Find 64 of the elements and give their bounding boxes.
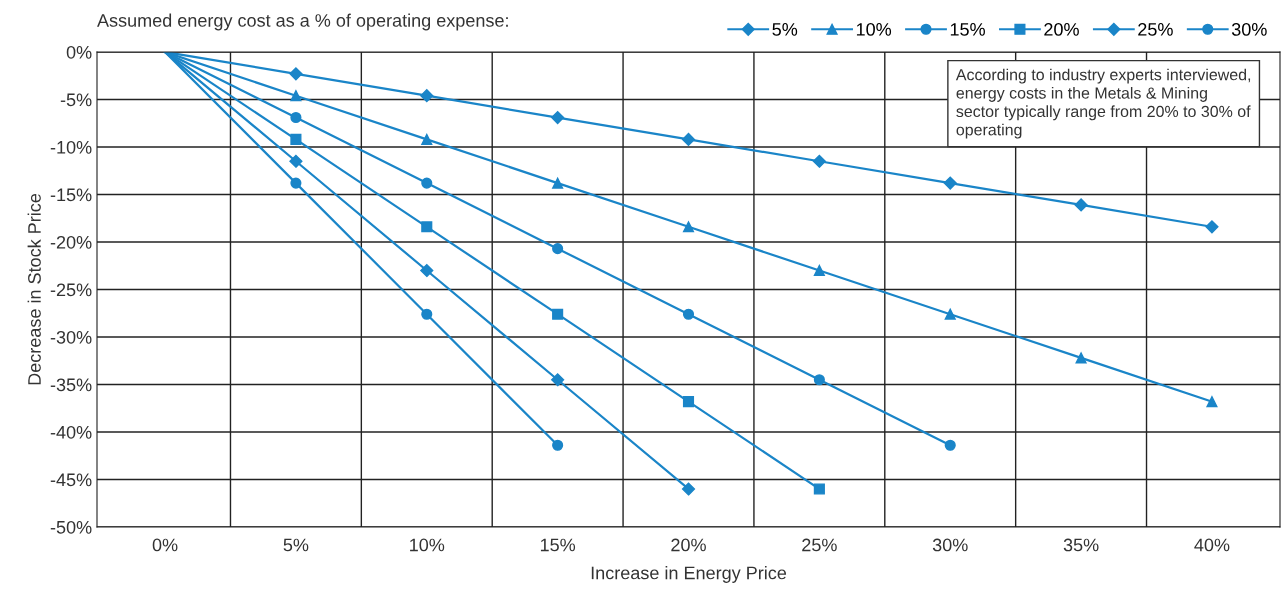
legend-label: 15% (950, 23, 985, 36)
x-tick-label: 35% (1063, 538, 1099, 552)
y-tick-label: -10% (50, 140, 92, 154)
y-tick-label: -35% (50, 378, 92, 392)
point (552, 439, 564, 451)
point (681, 482, 696, 496)
point (420, 263, 434, 278)
point (421, 177, 433, 189)
legend-title: Assumed energy cost as a % of operating expense: (97, 13, 508, 31)
point (682, 396, 695, 408)
y-tick-label: -45% (50, 473, 92, 487)
legend-label: 10% (856, 23, 892, 36)
point (551, 110, 565, 125)
y-tick-label: -15% (50, 188, 92, 202)
x-axis-title: Increase in Energy Price (591, 566, 787, 583)
point (944, 308, 956, 320)
x-tick-label: 25% (802, 538, 837, 552)
point (289, 154, 303, 168)
legend-label: 30% (1231, 23, 1267, 36)
x-tick-label: 20% (671, 538, 706, 552)
y-tick-label: -5% (60, 93, 92, 107)
point (290, 177, 302, 189)
y-tick-label: -50% (50, 520, 92, 534)
point (551, 373, 565, 387)
point (1206, 396, 1218, 408)
point (813, 374, 825, 386)
legend-label: 20% (1044, 23, 1079, 36)
point (812, 154, 826, 168)
x-tick-label: 10% (410, 538, 445, 552)
annotation: According to industry experts interviewed, energy costs in the Metals & Mining sector typically range from 20% to 30% of operating (955, 68, 1251, 139)
point (421, 133, 433, 145)
point (682, 308, 695, 320)
y-axis-title: Decrease in Stock Price (27, 193, 41, 385)
point (420, 89, 434, 103)
point (421, 221, 433, 233)
point (552, 177, 564, 189)
point (1075, 352, 1087, 364)
point (290, 133, 302, 145)
point (290, 111, 302, 124)
point (944, 439, 956, 451)
x-tick-label: 15% (540, 538, 576, 552)
y-tick-label: 0% (66, 45, 92, 59)
y-tick-label: -40% (50, 425, 92, 439)
point (813, 264, 825, 277)
point (682, 221, 695, 233)
point (552, 243, 564, 255)
point (1205, 220, 1219, 234)
point (552, 308, 564, 320)
y-tick-label: -25% (50, 283, 92, 297)
point (289, 67, 303, 81)
legend-label: 25% (1138, 23, 1173, 36)
x-tick-label: 5% (283, 538, 309, 552)
y-tick-label: -30% (50, 330, 92, 344)
legend-label: 5% (772, 23, 798, 36)
x-tick-label: 30% (932, 538, 968, 552)
point (943, 176, 957, 190)
point (421, 308, 433, 320)
x-tick-label: 40% (1194, 538, 1230, 552)
x-tick-label: 0% (152, 538, 178, 552)
point (681, 132, 696, 146)
point (1074, 198, 1088, 212)
point (290, 90, 302, 102)
point (813, 483, 825, 495)
y-tick-label: -20% (50, 235, 92, 249)
